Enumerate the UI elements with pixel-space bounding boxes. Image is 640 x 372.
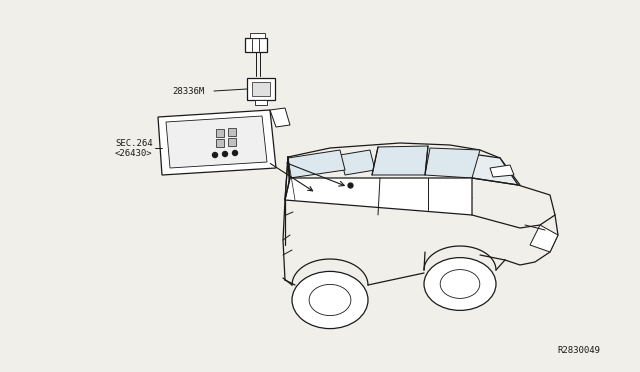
Polygon shape: [288, 150, 345, 178]
Polygon shape: [372, 146, 428, 175]
Polygon shape: [270, 108, 290, 127]
Text: SEC.264: SEC.264: [115, 138, 152, 148]
Text: <26430>: <26430>: [115, 148, 152, 157]
Text: R2830049: R2830049: [557, 346, 600, 355]
Polygon shape: [458, 152, 518, 185]
Circle shape: [212, 153, 218, 157]
Polygon shape: [228, 128, 236, 136]
Ellipse shape: [309, 285, 351, 315]
Ellipse shape: [440, 270, 480, 298]
Ellipse shape: [292, 272, 368, 328]
Polygon shape: [158, 110, 276, 175]
Ellipse shape: [424, 257, 496, 310]
Circle shape: [223, 151, 227, 157]
Polygon shape: [530, 225, 558, 252]
Polygon shape: [255, 100, 267, 105]
Polygon shape: [250, 33, 265, 38]
Polygon shape: [340, 150, 375, 175]
Circle shape: [232, 151, 237, 155]
Polygon shape: [285, 178, 472, 215]
Polygon shape: [166, 116, 267, 168]
Polygon shape: [228, 138, 236, 146]
Polygon shape: [425, 148, 480, 178]
Polygon shape: [247, 78, 275, 100]
Polygon shape: [216, 139, 224, 147]
Polygon shape: [252, 82, 270, 96]
Polygon shape: [490, 165, 514, 177]
Polygon shape: [245, 38, 267, 52]
Text: 28336M: 28336M: [172, 87, 204, 96]
Polygon shape: [216, 129, 224, 137]
